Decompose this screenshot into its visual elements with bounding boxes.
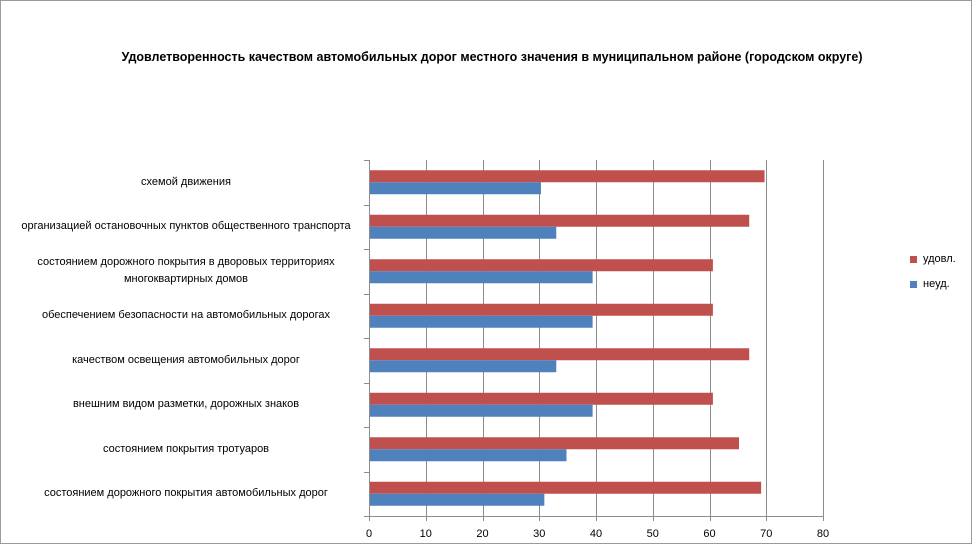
bar-neud — [370, 226, 557, 239]
legend-label: неуд. — [923, 278, 950, 290]
bar-neud — [370, 404, 593, 417]
bar-neud — [370, 315, 593, 328]
x-tick-label: 20 — [476, 528, 489, 540]
category-label: схемой движения — [141, 175, 231, 188]
bar-neud — [370, 271, 593, 284]
bar-udovl — [370, 259, 713, 272]
x-tick-label: 60 — [703, 528, 716, 540]
bar-udovl — [370, 392, 713, 405]
x-tick-label: 40 — [589, 528, 603, 540]
bar-udovl — [370, 303, 713, 316]
x-tick-label: 70 — [760, 528, 773, 540]
category-label: организацией остановочных пунктов общест… — [21, 220, 351, 233]
x-tick-label: 0 — [365, 528, 373, 540]
bar-udovl — [370, 437, 740, 450]
bar-neud — [370, 493, 545, 506]
category-label: обеспечением безопасности на автомобильн… — [42, 309, 330, 322]
legend-item: удовл. — [910, 253, 956, 265]
bar-udovl — [370, 481, 762, 494]
category-label: качеством освещения автомобильных дорог — [72, 353, 300, 366]
category-label: состоянием дорожного покрытия автомобиль… — [44, 487, 328, 500]
category-label: внешним видом разметки, дорожных знаков — [72, 398, 300, 411]
bar-neud — [370, 182, 541, 195]
chart-title: Удовлетворенность качеством автомобильны… — [121, 50, 863, 64]
bar-neud — [370, 449, 567, 462]
bar-udovl — [370, 170, 765, 183]
category-label: состоянием дорожного покрытия в дворовых… — [37, 256, 335, 286]
legend-swatch — [910, 255, 917, 263]
bar-neud — [370, 360, 557, 373]
bar-udovl — [370, 214, 750, 227]
x-tick-label: 30 — [533, 528, 546, 540]
legend-label: удовл. — [923, 253, 956, 265]
legend-item: неуд. — [910, 278, 950, 290]
legend-swatch — [910, 280, 917, 288]
category-label: состоянием покрытия тротуаров — [102, 442, 270, 455]
bar-udovl — [370, 348, 750, 361]
x-tick-label: 80 — [816, 528, 830, 540]
x-tick-label: 50 — [646, 528, 659, 540]
x-tick-label: 10 — [419, 528, 432, 540]
